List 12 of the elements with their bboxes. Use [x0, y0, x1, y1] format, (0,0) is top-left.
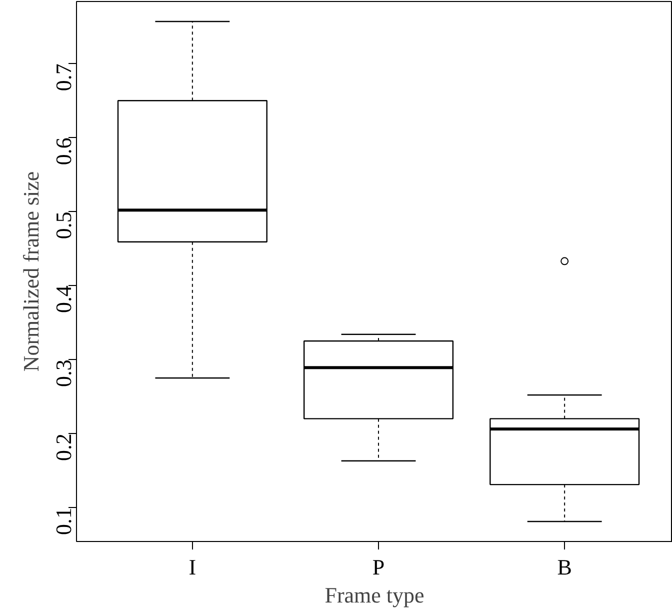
y-tick-label: 0.3	[51, 360, 76, 388]
x-tick-label: P	[372, 554, 385, 580]
y-axis-title: Normalized frame size	[18, 171, 44, 372]
x-axis-title: Frame type	[324, 582, 424, 608]
x-tick-label: B	[557, 554, 572, 580]
x-tick-label: I	[188, 554, 196, 580]
y-tick-label: 0.7	[51, 64, 76, 92]
y-tick-label: 0.1	[51, 507, 76, 535]
y-tick-label: 0.6	[51, 138, 76, 166]
y-tick-label: 0.2	[51, 434, 76, 461]
y-tick-label: 0.5	[51, 212, 76, 240]
y-tick-label: 0.4	[51, 286, 76, 314]
